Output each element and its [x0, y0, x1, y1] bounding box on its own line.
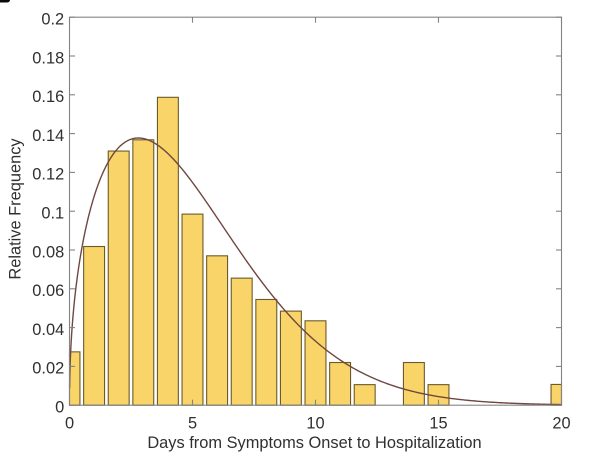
svg-text:Days from Symptoms Onset to Ho: Days from Symptoms Onset to Hospitalizat… [147, 434, 481, 452]
svg-text:5: 5 [188, 414, 197, 432]
svg-text:0.16: 0.16 [32, 88, 64, 106]
svg-text:0.2: 0.2 [41, 11, 64, 29]
svg-text:20: 20 [552, 414, 570, 432]
svg-text:Relative Frequency: Relative Frequency [7, 138, 25, 280]
svg-text:15: 15 [429, 414, 447, 432]
svg-text:0.08: 0.08 [32, 243, 64, 261]
svg-text:0.04: 0.04 [32, 321, 64, 339]
svg-text:0: 0 [55, 399, 64, 417]
svg-text:0.02: 0.02 [32, 360, 64, 378]
svg-text:0.14: 0.14 [32, 127, 64, 145]
svg-text:0.12: 0.12 [32, 166, 64, 184]
svg-text:0.06: 0.06 [32, 282, 64, 300]
svg-text:0.1: 0.1 [41, 205, 64, 223]
svg-text:10: 10 [306, 414, 324, 432]
svg-text:0: 0 [65, 414, 74, 432]
svg-text:0.18: 0.18 [32, 49, 64, 67]
